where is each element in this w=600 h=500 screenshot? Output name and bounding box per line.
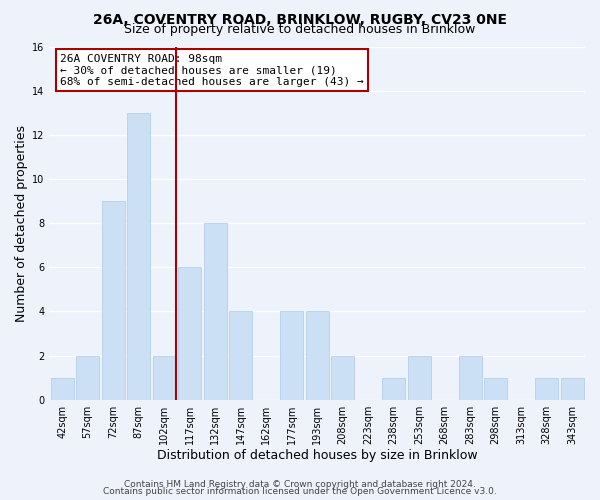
Bar [561, 378, 584, 400]
Y-axis label: Number of detached properties: Number of detached properties [15, 124, 28, 322]
Bar [331, 356, 354, 400]
Bar [382, 378, 405, 400]
Bar [280, 312, 303, 400]
Bar [50, 378, 74, 400]
Bar [101, 201, 125, 400]
Text: Size of property relative to detached houses in Brinklow: Size of property relative to detached ho… [124, 22, 476, 36]
Bar [408, 356, 431, 400]
Bar [535, 378, 558, 400]
Bar [178, 268, 201, 400]
Text: Contains public sector information licensed under the Open Government Licence v3: Contains public sector information licen… [103, 487, 497, 496]
Bar [76, 356, 99, 400]
Bar [152, 356, 176, 400]
Bar [204, 223, 227, 400]
Bar [484, 378, 507, 400]
Bar [127, 112, 150, 400]
Bar [306, 312, 329, 400]
Text: 26A COVENTRY ROAD: 98sqm
← 30% of detached houses are smaller (19)
68% of semi-d: 26A COVENTRY ROAD: 98sqm ← 30% of detach… [60, 54, 364, 87]
X-axis label: Distribution of detached houses by size in Brinklow: Distribution of detached houses by size … [157, 450, 478, 462]
Bar [459, 356, 482, 400]
Bar [229, 312, 252, 400]
Text: 26A, COVENTRY ROAD, BRINKLOW, RUGBY, CV23 0NE: 26A, COVENTRY ROAD, BRINKLOW, RUGBY, CV2… [93, 12, 507, 26]
Text: Contains HM Land Registry data © Crown copyright and database right 2024.: Contains HM Land Registry data © Crown c… [124, 480, 476, 489]
